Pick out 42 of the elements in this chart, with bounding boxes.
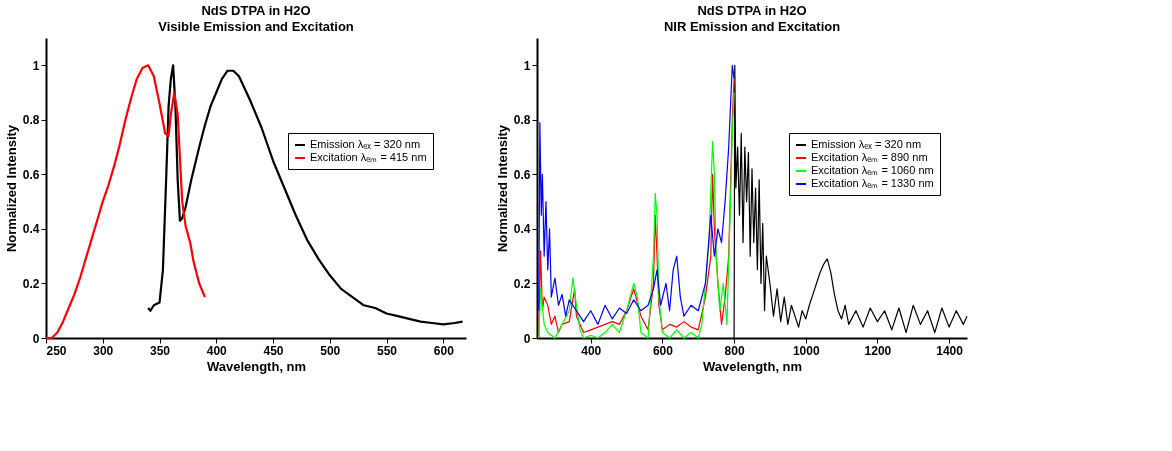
legend-label: Excitation λₑₘ = 415 nm <box>310 151 427 163</box>
y-tick-label: 0 <box>32 331 40 346</box>
x-tick-label: 800 <box>724 343 745 358</box>
x-tick-label: 400 <box>206 343 228 358</box>
x-tick-label: 1200 <box>864 343 892 358</box>
x-tick-label: 450 <box>263 343 284 358</box>
line-series <box>147 64 464 326</box>
x-tick-label: 600 <box>433 343 455 358</box>
x-axis-title: Wavelength, nm <box>206 358 307 374</box>
y-tick-label: 0.4 <box>513 222 531 237</box>
x-tick-label: 1000 <box>792 343 820 358</box>
y-tick-label: 1 <box>523 58 531 73</box>
x-tick-label: 1400 <box>936 343 964 358</box>
x-tick-label: 250 <box>46 343 67 358</box>
y-tick-label: 0 <box>523 331 531 346</box>
legend-label: Emission λₑₓ = 320 nm <box>310 138 421 150</box>
y-tick-label: 1 <box>32 58 40 73</box>
legend-label: Excitation λₑₘ = 1060 nm <box>811 164 934 176</box>
legend-label: Excitation λₑₘ = 1330 nm <box>811 177 934 189</box>
x-tick-label: 550 <box>377 343 398 358</box>
legend-label: Emission λₑₓ = 320 nm <box>811 138 922 150</box>
x-axis-title: Wavelength, nm <box>702 358 803 374</box>
y-tick-label: 0.8 <box>22 113 40 128</box>
y-tick-label: 0.6 <box>513 167 531 182</box>
x-tick-label: 350 <box>150 343 171 358</box>
x-tick-label: 600 <box>652 343 674 358</box>
chart-title: NdS DTPA in H2O <box>697 3 807 18</box>
y-tick-label: 0.2 <box>513 276 531 291</box>
y-tick-label: 0.4 <box>22 222 40 237</box>
y-axis-title: Normalized Intensity <box>3 124 19 253</box>
x-tick-label: 400 <box>581 343 602 358</box>
y-tick-label: 0.6 <box>22 167 40 182</box>
chart-subtitle: Visible Emission and Excitation <box>158 19 354 34</box>
y-axis-title: Normalized Intensity <box>494 124 510 253</box>
x-tick-label: 500 <box>320 343 341 358</box>
y-tick-label: 0.2 <box>22 276 40 291</box>
chart-subtitle: NIR Emission and Excitation <box>663 19 841 34</box>
y-tick-label: 0.8 <box>513 113 531 128</box>
legend-label: Excitation λₑₘ = 890 nm <box>811 151 928 163</box>
line-series <box>44 64 207 340</box>
chart-title: NdS DTPA in H2O <box>201 3 311 18</box>
x-tick-label: 300 <box>93 343 114 358</box>
